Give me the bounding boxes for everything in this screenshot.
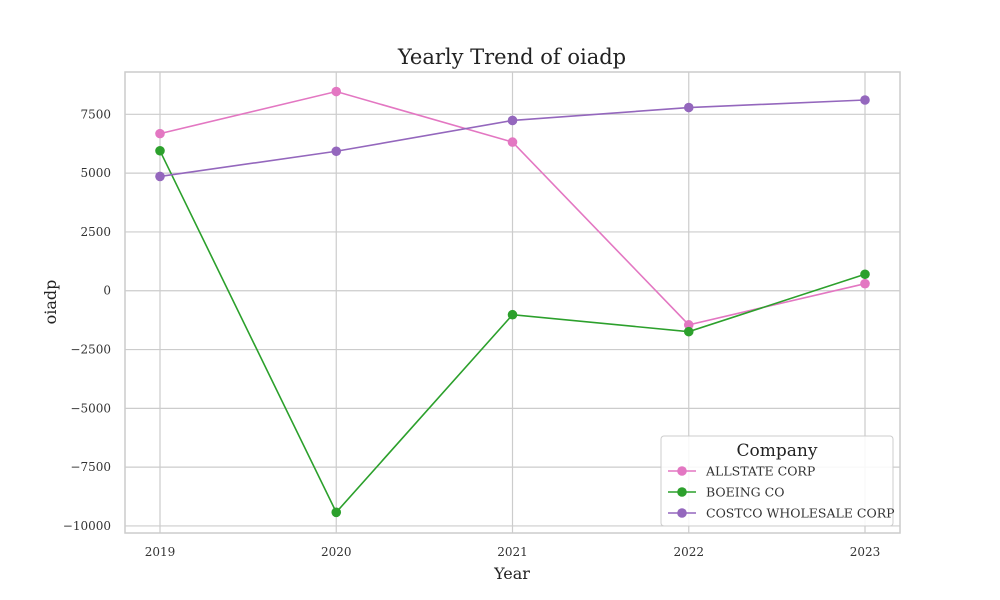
legend-box bbox=[660, 435, 894, 527]
x-tick-label: 2020 bbox=[321, 545, 352, 559]
data-point-costco-wholesale-corp bbox=[860, 95, 870, 105]
series-costco-wholesale-corp bbox=[155, 95, 870, 182]
data-point-allstate-corp bbox=[331, 86, 342, 97]
x-axis-label: Year bbox=[493, 564, 530, 583]
y-tick-label: 5000 bbox=[80, 166, 111, 180]
data-point-costco-wholesale-corp bbox=[331, 146, 342, 157]
legend-label: BOEING CO bbox=[706, 485, 784, 500]
legend-marker bbox=[677, 487, 687, 497]
x-tick-label: 2022 bbox=[673, 545, 704, 559]
data-point-costco-wholesale-corp bbox=[683, 102, 694, 113]
legend-label: COSTCO WHOLESALE CORP bbox=[706, 506, 895, 521]
data-point-boeing-co bbox=[860, 269, 870, 280]
y-tick-label: −5000 bbox=[70, 401, 111, 415]
legend-marker bbox=[677, 466, 687, 476]
data-point-allstate-corp bbox=[507, 137, 518, 147]
y-tick-label: 0 bbox=[103, 284, 111, 298]
x-tick-label: 2023 bbox=[850, 545, 881, 559]
data-point-boeing-co bbox=[507, 309, 518, 320]
y-tick-label: 2500 bbox=[80, 225, 111, 239]
grid bbox=[125, 72, 900, 533]
x-tick-label: 2021 bbox=[497, 545, 528, 559]
legend-items: ALLSTATE CORP BOEING CO COSTCO WHOLESALE C… bbox=[668, 464, 895, 521]
y-axis-ticks: −10000 −7500 −5000 −2500 0 2500 5000 7500 bbox=[63, 107, 111, 533]
data-point-boeing-co bbox=[683, 326, 694, 337]
y-tick-label: −10000 bbox=[63, 519, 111, 533]
legend-item-allstate-corp: ALLSTATE CORP bbox=[668, 464, 815, 479]
y-axis-label: oiadp bbox=[41, 280, 60, 325]
data-point-boeing-co bbox=[331, 507, 342, 518]
y-tick-label: 7500 bbox=[80, 107, 111, 121]
series-allstate-corp bbox=[155, 86, 870, 330]
legend-label: ALLSTATE CORP bbox=[705, 464, 815, 479]
plot-frame bbox=[124, 71, 901, 534]
legend-item-boeing-co: BOEING CO bbox=[668, 485, 784, 500]
y-tick-label: −7500 bbox=[70, 460, 111, 474]
chart-title: Yearly Trend of oiadp bbox=[397, 45, 626, 69]
data-point-allstate-corp bbox=[155, 128, 165, 139]
data-point-boeing-co bbox=[155, 145, 165, 156]
y-tick-label: −2500 bbox=[70, 343, 111, 357]
series-boeing-co bbox=[155, 145, 870, 518]
data-point-costco-wholesale-corp bbox=[155, 171, 165, 182]
data-point-allstate-corp bbox=[683, 320, 694, 330]
x-axis-ticks: 2019 2020 2021 2022 2023 bbox=[145, 545, 881, 559]
series-group bbox=[155, 86, 870, 518]
legend-marker bbox=[677, 508, 687, 518]
legend: Company ALLSTATE CORP BOEING CO COSTCO WHO… bbox=[660, 435, 895, 527]
data-point-costco-wholesale-corp bbox=[507, 115, 518, 126]
x-tick-label: 2019 bbox=[145, 545, 176, 559]
legend-title: Company bbox=[737, 441, 818, 461]
legend-item-costco-wholesale-corp: COSTCO WHOLESALE CORP bbox=[668, 506, 895, 521]
data-point-allstate-corp bbox=[860, 278, 870, 289]
